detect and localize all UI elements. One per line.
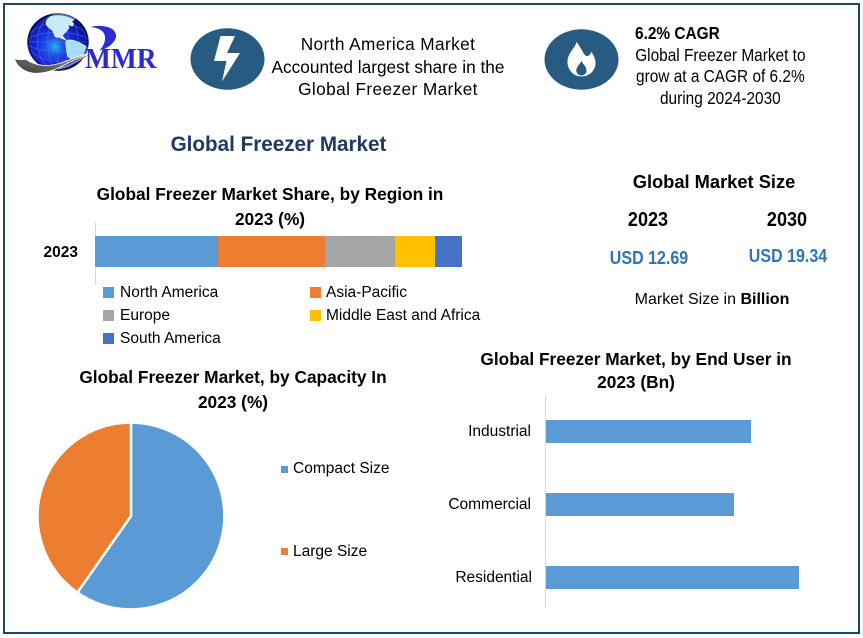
svg-text:MMR: MMR <box>85 43 157 75</box>
